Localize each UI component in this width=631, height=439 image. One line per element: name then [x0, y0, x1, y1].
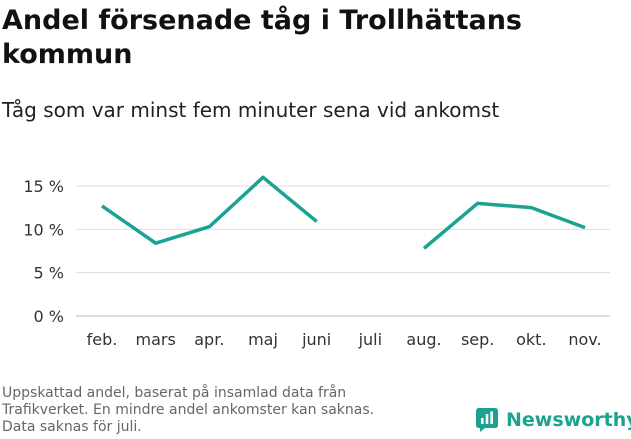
x-tick-label: juli	[358, 330, 382, 349]
x-tick-label: mars	[136, 330, 176, 349]
chart-title-line-2: kommun	[2, 39, 133, 70]
newsworthy-logo-icon	[476, 408, 498, 432]
x-tick-label: okt.	[516, 330, 546, 349]
chart-title-line-1: Andel försenade tåg i Trollhättans	[2, 5, 522, 36]
chart-subtitle: Tåg som var minst fem minuter sena vid a…	[2, 98, 500, 122]
line-chart: 0 % 5 % 10 % 15 % feb. mars apr. maj juni juli aug…	[23, 175, 610, 349]
x-tick-label: maj	[248, 330, 278, 349]
x-tick-label: sep.	[461, 330, 494, 349]
x-tick-label: feb.	[87, 330, 118, 349]
footnote: Uppskattad andel, baserat på insamlad da…	[2, 385, 452, 436]
x-tick-label: apr.	[194, 330, 224, 349]
footnote-line-3: Data saknas för juli.	[2, 419, 142, 435]
brand-name: Newsworthy	[506, 409, 631, 431]
y-tick-label: 10 %	[23, 220, 64, 239]
brand-logo: Newsworthy	[476, 408, 631, 432]
chart-title: Andel försenade tåg i Trollhättans kommu…	[2, 4, 622, 72]
footnote-line-1: Uppskattad andel, baserat på insamlad da…	[2, 385, 347, 401]
series-line-segment	[422, 201, 586, 250]
x-tick-label: aug.	[406, 330, 441, 349]
y-tick-label: 5 %	[34, 264, 64, 283]
y-tick-label: 0 %	[34, 307, 64, 326]
footnote-line-2: Trafikverket. En mindre andel ankomster …	[2, 402, 375, 418]
x-tick-label: nov.	[568, 330, 601, 349]
y-tick-label: 15 %	[23, 177, 64, 196]
x-tick-label: juni	[301, 330, 331, 349]
series-line-segment	[101, 175, 318, 245]
